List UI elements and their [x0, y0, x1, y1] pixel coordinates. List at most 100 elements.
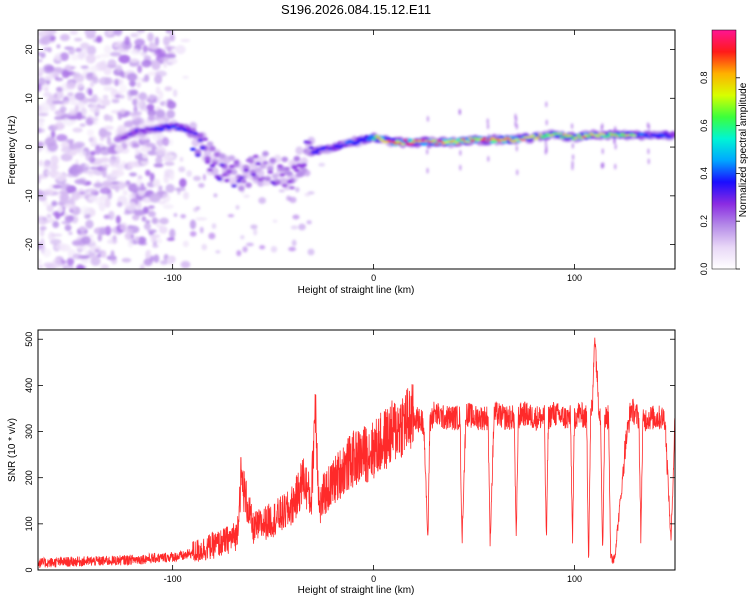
noise-blob: [52, 184, 62, 189]
streak-blob: [647, 123, 651, 130]
noise-blob: [136, 81, 142, 88]
noise-blob: [179, 156, 184, 162]
noise-blob: [38, 117, 46, 123]
noise-blob: [97, 97, 103, 104]
noise-blob: [180, 260, 191, 269]
snr-y-tick-label: 500: [24, 332, 34, 347]
noise-blob: [156, 132, 164, 141]
noise-blob: [55, 172, 67, 182]
noise-blob: [59, 52, 69, 62]
snr-panel: -100 0 100 0 100 200 300 400 500 Height of stra…: [7, 329, 676, 596]
noise-blob: [114, 78, 120, 87]
noise-blob: [127, 238, 134, 248]
noise-blob: [250, 224, 258, 230]
noise-blob: [50, 162, 58, 172]
ridge-blob: [286, 170, 293, 177]
ridge-blob: [308, 146, 315, 150]
noise-blob: [136, 30, 146, 33]
ridge-blob: [581, 136, 587, 138]
noise-blob: [164, 86, 173, 92]
ridge-blob: [209, 164, 216, 168]
noise-blob: [137, 65, 143, 74]
noise-blob: [71, 239, 83, 247]
noise-blob: [169, 34, 176, 42]
noise-blob: [141, 59, 152, 68]
ridge-blob: [559, 136, 565, 139]
noise-blob: [119, 94, 125, 99]
ridge-blob: [573, 136, 580, 139]
noise-blob: [155, 156, 163, 165]
noise-blob: [68, 231, 73, 236]
noise-blob: [143, 222, 151, 231]
noise-blob: [70, 54, 80, 61]
noise-blob: [215, 250, 221, 254]
noise-blob: [99, 187, 111, 195]
ridge-blob: [238, 176, 245, 180]
noise-blob: [103, 86, 114, 92]
noise-blob: [158, 185, 163, 191]
colorbar-label: Normalized spectral amplitude: [738, 82, 749, 217]
snr-y-tick-label: 300: [24, 424, 34, 439]
noise-blob: [106, 239, 118, 244]
noise-blob: [136, 203, 142, 211]
ridge-blob: [218, 153, 226, 159]
ridge-blob: [199, 146, 206, 150]
noise-blob: [58, 190, 68, 195]
noise-blob: [132, 143, 140, 148]
noise-blob: [110, 250, 115, 261]
snr-x-label: Height of straight line (km): [298, 585, 415, 596]
streak-blob: [458, 108, 461, 115]
noise-blob: [147, 150, 158, 156]
ridge-blob: [271, 173, 279, 179]
noise-blob: [69, 144, 79, 150]
noise-blob: [125, 232, 132, 241]
noise-blob: [164, 161, 175, 166]
noise-blob: [136, 32, 142, 36]
snr-series-line: [38, 337, 675, 568]
noise-blob: [38, 58, 43, 63]
ridge-blob: [204, 160, 211, 164]
noise-blob: [40, 102, 50, 112]
noise-blob: [259, 245, 266, 250]
noise-blob: [134, 236, 140, 243]
noise-blob: [111, 99, 120, 104]
spectrogram-y-axis: -20 -10 0 10 20: [24, 45, 675, 251]
noise-blob: [80, 232, 87, 237]
noise-blob: [147, 32, 154, 42]
colorbar-bar: [711, 29, 737, 270]
ridge-blob: [301, 163, 307, 167]
noise-blob: [72, 253, 83, 260]
noise-blob: [133, 117, 145, 125]
noise-blob: [39, 226, 47, 231]
noise-blob: [103, 44, 112, 54]
noise-blob: [80, 205, 91, 216]
noise-blob: [163, 174, 170, 184]
noise-blob: [159, 225, 168, 234]
ridge-blob: [163, 123, 170, 127]
noise-blob: [278, 189, 285, 193]
ridge-blob: [221, 173, 228, 177]
noise-blob: [45, 170, 55, 176]
noise-blob: [103, 125, 114, 131]
ridge-blob: [158, 127, 165, 131]
noise-blob: [169, 138, 174, 146]
noise-blob: [147, 229, 157, 234]
noise-blob: [304, 192, 311, 197]
ridge-blob: [448, 141, 454, 143]
noise-blob: [103, 66, 112, 76]
ridge-blob: [187, 130, 194, 134]
ridge-blob: [520, 138, 527, 141]
ridge-blob: [530, 134, 536, 137]
streak-blob: [648, 129, 651, 136]
ridge-blob: [207, 168, 213, 172]
noise-blob: [79, 123, 86, 127]
noise-blob: [57, 205, 64, 214]
noise-blob: [286, 195, 292, 201]
noise-blob: [98, 129, 111, 138]
noise-blob: [122, 189, 128, 196]
noise-blob: [98, 201, 106, 212]
streak-blob: [426, 136, 430, 143]
noise-blob: [159, 217, 169, 225]
noise-blob: [115, 215, 121, 224]
